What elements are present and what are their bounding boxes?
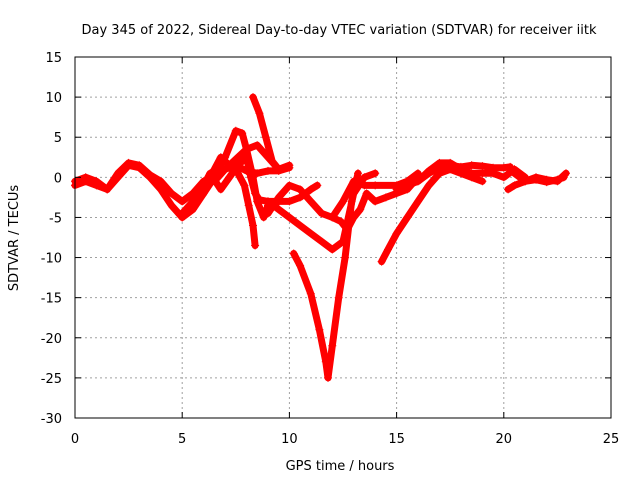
x-tick-label: 25 xyxy=(603,432,620,447)
series-sat-n-markers xyxy=(504,169,570,194)
y-tick-label: -20 xyxy=(41,332,62,347)
y-tick-label: -10 xyxy=(41,252,62,267)
x-tick-label: 15 xyxy=(388,432,405,447)
data-series xyxy=(71,93,570,382)
x-tick-label: 20 xyxy=(496,432,513,447)
y-tick-label: -25 xyxy=(41,372,62,387)
series-sat-i xyxy=(290,169,362,382)
y-tick-label: 10 xyxy=(45,91,62,106)
chart-title: Day 345 of 2022, Sidereal Day-to-day VTE… xyxy=(82,23,597,38)
x-axis-label: GPS time / hours xyxy=(286,459,395,474)
series-sat-i-markers xyxy=(289,169,362,382)
y-tick-label: -5 xyxy=(49,211,62,226)
x-tick-label: 5 xyxy=(178,432,186,447)
y-tick-label: 5 xyxy=(54,131,62,146)
axis-ticks xyxy=(74,56,612,419)
x-tick-label: 0 xyxy=(71,432,79,447)
plot-frame xyxy=(74,56,612,419)
x-tick-label: 10 xyxy=(281,432,298,447)
y-axis-label: SDTVAR / TECUs xyxy=(7,185,22,292)
tick-labels: 0 5 10 15 20 25 15 10 5 0 -5 -10 -15 -20 -25 -30 xyxy=(41,51,620,447)
y-tick-label: -15 xyxy=(41,292,62,307)
y-tick-label: 15 xyxy=(45,51,62,66)
y-tick-label: -30 xyxy=(41,412,62,427)
series-sat-f-markers xyxy=(233,169,260,250)
y-tick-label: 0 xyxy=(54,171,62,186)
series-sat-e-markers xyxy=(249,93,283,174)
